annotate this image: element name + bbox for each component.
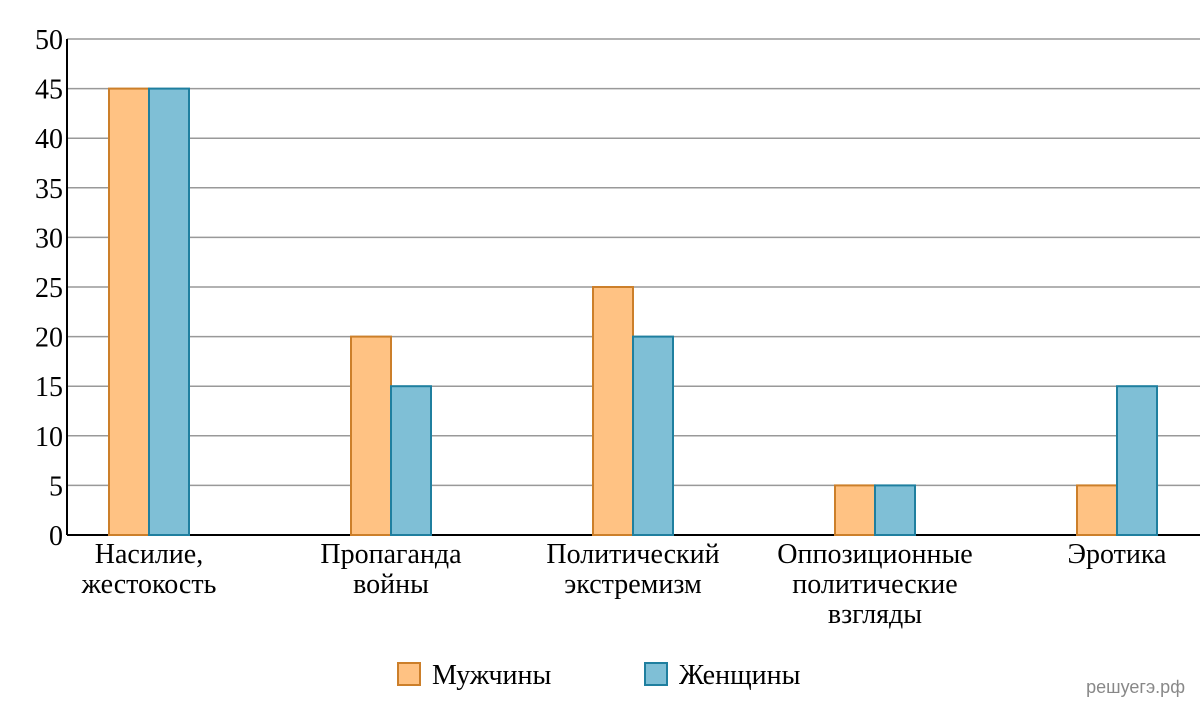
- x-tick-label: Оппозиционные политические взгляды: [777, 539, 972, 630]
- bar: [148, 87, 190, 536]
- y-tick-label: 0: [49, 521, 63, 552]
- bar: [108, 87, 150, 536]
- bar: [632, 335, 674, 536]
- legend-label: Мужчины: [432, 660, 552, 691]
- x-tick-label: Эротика: [1068, 539, 1168, 570]
- watermark: решуегэ.рф: [1086, 677, 1185, 697]
- bar: [874, 484, 916, 536]
- y-tick-label: 20: [35, 323, 63, 354]
- bar: [1076, 484, 1118, 536]
- y-tick-label: 40: [35, 124, 63, 155]
- legend-label: Женщины: [679, 660, 801, 691]
- legend-swatch: [644, 662, 668, 686]
- bar: [350, 335, 392, 536]
- bar: [390, 385, 432, 537]
- bar: [834, 484, 876, 536]
- legend-swatch: [397, 662, 421, 686]
- y-tick-label: 25: [35, 273, 63, 304]
- y-tick-label: 45: [35, 75, 63, 106]
- y-tick-label: 10: [35, 422, 63, 453]
- x-tick-label: Политический экстремизм: [546, 539, 719, 600]
- y-tick-label: 30: [35, 223, 63, 254]
- x-tick-label: Насилие, жестокость: [81, 539, 217, 600]
- bar: [592, 286, 634, 536]
- bar: [1116, 385, 1158, 537]
- y-tick-label: 15: [35, 372, 63, 403]
- x-tick-label: Пропаганда войны: [320, 539, 462, 600]
- y-tick-label: 5: [49, 471, 63, 502]
- y-tick-label: 35: [35, 174, 63, 205]
- y-tick-label: 50: [35, 25, 63, 56]
